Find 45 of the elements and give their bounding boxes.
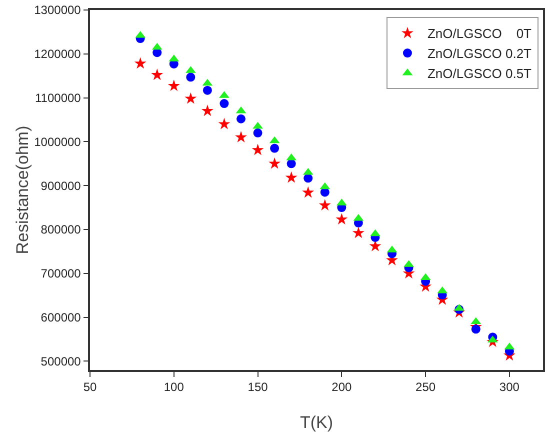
point (201, 104, 214, 116)
y-tick-label: 1100000 (35, 91, 82, 105)
point (352, 226, 364, 238)
x-tick-label: 50 (83, 380, 97, 394)
y-axis-title: Resistance(ohm) (13, 126, 32, 254)
point (318, 199, 331, 210)
legend-label: ZnO/LGSCO 0.2T (427, 46, 532, 62)
point (336, 213, 348, 225)
y-tick-label: 900000 (40, 178, 82, 193)
point (285, 171, 298, 183)
x-tick-label: 100 (164, 380, 184, 394)
point (235, 131, 247, 142)
y-tick-label: 1200000 (34, 47, 82, 62)
x-tick-label: 150 (248, 380, 268, 394)
point (220, 99, 229, 108)
y-tick-label: 800000 (40, 222, 82, 237)
point (252, 122, 263, 129)
y-tick-label: 700000 (40, 266, 82, 281)
x-tick-label: 300 (499, 380, 520, 394)
point (252, 144, 264, 156)
point (471, 324, 480, 334)
point (302, 186, 314, 198)
point (186, 72, 196, 82)
x-tick-label: 250 (416, 380, 436, 394)
point (134, 57, 146, 69)
point (218, 118, 230, 130)
point (270, 144, 280, 153)
point (202, 86, 212, 95)
y-tick-label: 1000000 (34, 134, 82, 149)
point (268, 157, 281, 169)
legend-label: ZnO/LGSCO 0.5T (427, 66, 532, 82)
x-axis-title: T(K) (300, 413, 334, 432)
y-tick-label: 600000 (40, 310, 82, 325)
y-tick-label: 500000 (40, 354, 82, 368)
point (151, 68, 164, 80)
point (286, 159, 296, 168)
point (304, 174, 313, 183)
point (236, 114, 246, 124)
point (253, 128, 262, 138)
y-tick-label: 1300000 (34, 3, 82, 18)
legend-label: ZnO/LGSCO 0T (427, 26, 532, 42)
point (168, 80, 180, 92)
point (184, 92, 197, 104)
point (370, 229, 380, 236)
x-tick-label: 200 (332, 380, 352, 394)
